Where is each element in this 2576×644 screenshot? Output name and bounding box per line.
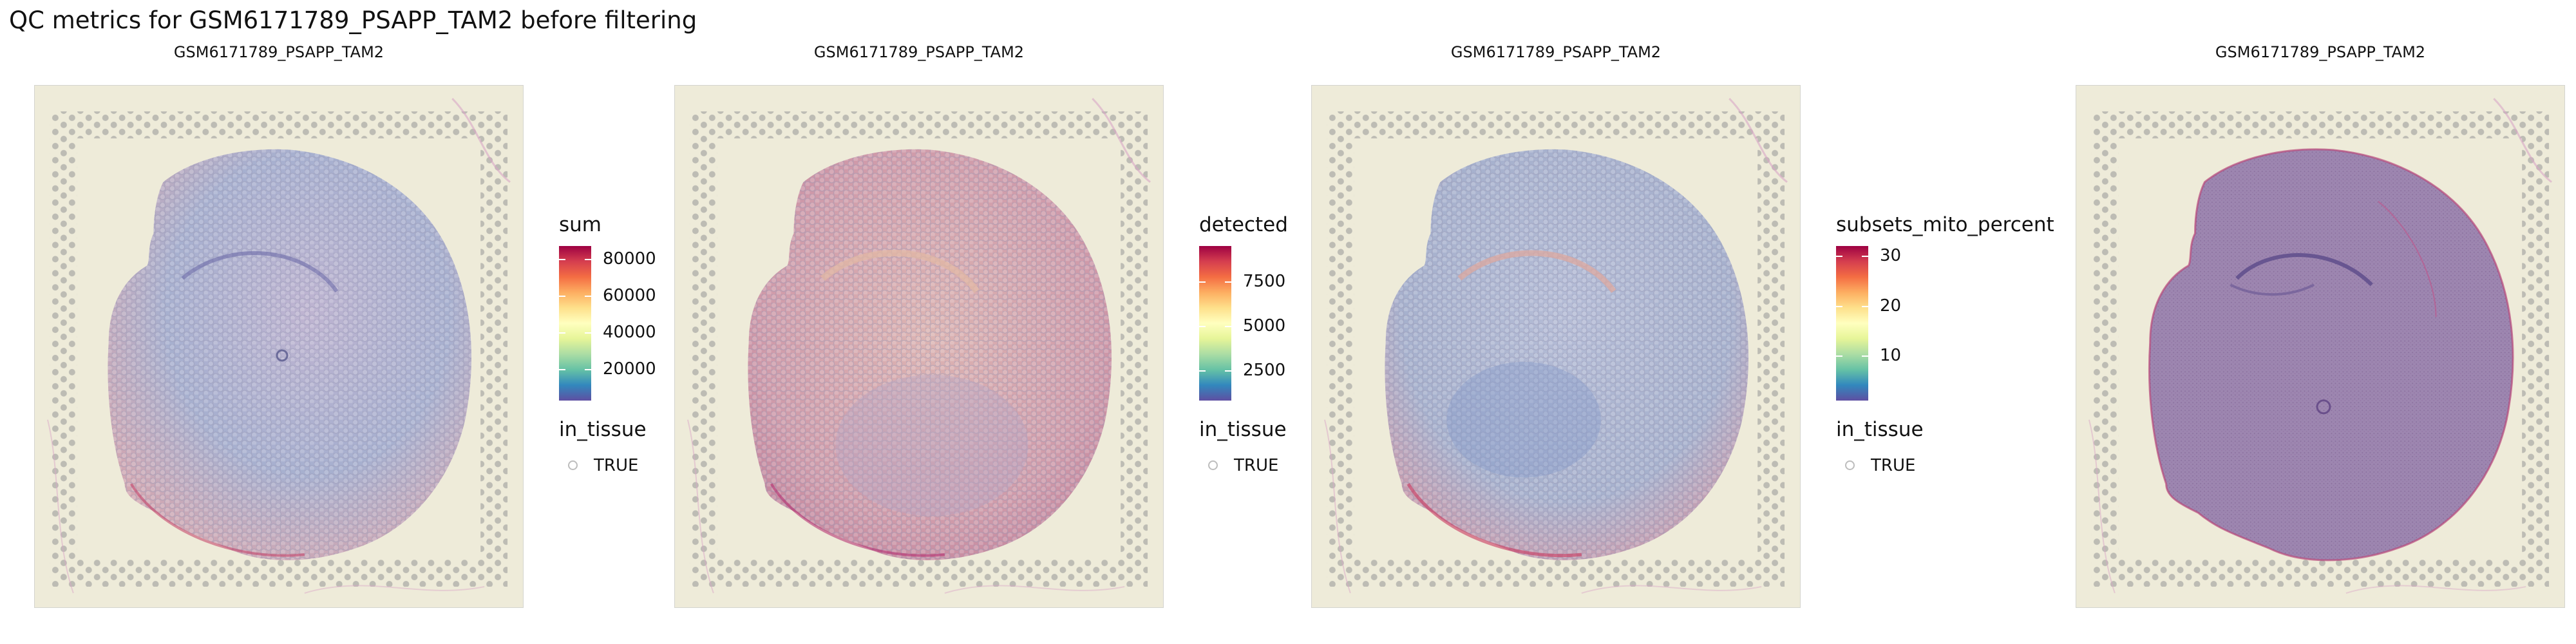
panel-3-colorbar: 10 20 30 xyxy=(1836,246,1901,401)
panel-4-tissue-image xyxy=(2076,85,2565,608)
panel-2-title: GSM6171789_PSAPP_TAM2 xyxy=(813,43,1025,61)
panel-3-legend: subsets_mito_percent 10 20 30 in_tissue TR… xyxy=(1836,213,2054,475)
panel-1-legend: sum 20000 40000 60000 80000 in_tissue TRUE xyxy=(559,213,656,475)
colorbar-tick-label: 60000 xyxy=(603,286,656,306)
colorbar-gradient xyxy=(559,246,591,401)
panel-3-plot xyxy=(1312,86,1800,607)
colorbar-tick-label: 2500 xyxy=(1243,361,1286,381)
panel-3-tissue-image xyxy=(1311,85,1801,608)
panel-1-colorbar-title: sum xyxy=(559,213,601,236)
open-circle-icon xyxy=(1845,460,1855,470)
panel-2-tissue-image xyxy=(674,85,1164,608)
panel-1-tissue-image xyxy=(34,85,524,608)
panel-1-colorbar: 20000 40000 60000 80000 xyxy=(559,246,656,401)
panel-3-shape-legend-label: TRUE xyxy=(1871,456,1916,475)
open-circle-icon xyxy=(1208,460,1218,470)
colorbar-tick-label: 40000 xyxy=(603,323,656,343)
colorbar-gradient xyxy=(1199,246,1231,401)
panel-1-plot xyxy=(35,86,523,607)
colorbar-tick-label: 20000 xyxy=(603,359,656,379)
panel-2-colorbar-title: detected xyxy=(1199,213,1288,236)
open-circle-icon xyxy=(568,460,578,470)
panel-3-colorbar-title: subsets_mito_percent xyxy=(1836,213,2054,236)
panel-2-legend: detected 2500 5000 7500 in_tissue TRUE xyxy=(1199,213,1288,475)
panel-1-shape-legend-title: in_tissue xyxy=(559,418,647,441)
panel-3-shape-legend-title: in_tissue xyxy=(1836,418,1924,441)
colorbar-tick-label: 80000 xyxy=(603,249,656,269)
colorbar-tick-label: 30 xyxy=(1880,246,1902,266)
panel-2-colorbar: 2500 5000 7500 xyxy=(1199,246,1285,401)
panel-2-shape-legend-title: in_tissue xyxy=(1199,418,1287,441)
figure-title: QC metrics for GSM6171789_PSAPP_TAM2 bef… xyxy=(9,6,697,34)
colorbar-tick-label: 5000 xyxy=(1243,316,1286,336)
panel-4-plot xyxy=(2076,86,2564,607)
panel-1-shape-legend-label: TRUE xyxy=(594,456,639,475)
panel-2-shape-legend-label: TRUE xyxy=(1234,456,1279,475)
colorbar-tick-label: 7500 xyxy=(1243,272,1286,292)
colorbar-tick-label: 20 xyxy=(1880,296,1902,316)
colorbar-tick-label: 10 xyxy=(1880,346,1902,366)
colorbar-gradient xyxy=(1836,246,1868,401)
panel-2-plot xyxy=(675,86,1163,607)
panel-3-title: GSM6171789_PSAPP_TAM2 xyxy=(1450,43,1662,61)
panel-4-title: GSM6171789_PSAPP_TAM2 xyxy=(2215,43,2426,61)
panel-1-title: GSM6171789_PSAPP_TAM2 xyxy=(173,43,384,61)
